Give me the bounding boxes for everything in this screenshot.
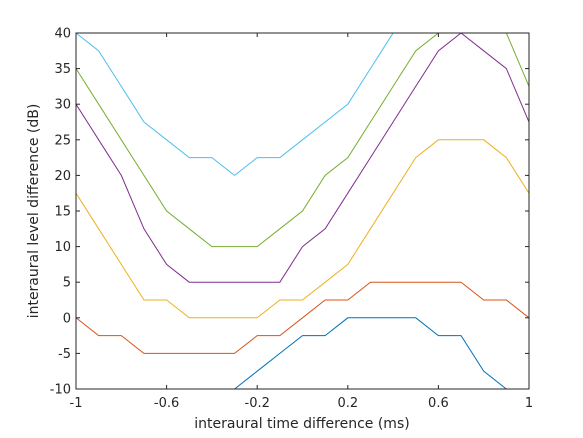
y-tick-label: 20 bbox=[54, 169, 71, 184]
y-tick-label: 15 bbox=[54, 205, 71, 220]
x-tick-label: 1 bbox=[525, 396, 533, 411]
series-line-6 bbox=[76, 33, 529, 177]
y-tick-label: 0 bbox=[63, 311, 71, 326]
x-tick-label: -1 bbox=[70, 396, 83, 411]
series-layer bbox=[76, 33, 529, 389]
x-axis-label: interaural time difference (ms) bbox=[194, 416, 409, 432]
x-tick-label: 0.6 bbox=[428, 396, 449, 411]
series-line-5 bbox=[76, 33, 529, 248]
x-tick-label: -0.2 bbox=[245, 396, 270, 411]
y-tick-label: 25 bbox=[54, 133, 71, 148]
y-tick-label: 35 bbox=[54, 62, 71, 77]
x-axis-ticks: -1 -0.6 -0.2 0.2 0.6 1 bbox=[70, 33, 533, 411]
x-tick-label: 0.2 bbox=[337, 396, 358, 411]
y-tick-label: -10 bbox=[50, 383, 71, 398]
series-line-3 bbox=[76, 139, 529, 319]
y-tick-label: 30 bbox=[54, 98, 71, 113]
x-tick-label: -0.6 bbox=[154, 396, 179, 411]
y-tick-label: -5 bbox=[58, 347, 71, 362]
series-line-2 bbox=[76, 281, 529, 354]
y-axis-ticks: -10 -5 0 5 10 15 20 25 30 35 40 bbox=[50, 27, 529, 398]
y-axis-label: interaural level difference (dB) bbox=[26, 104, 42, 319]
y-tick-label: 40 bbox=[54, 27, 71, 42]
series-line-4 bbox=[76, 33, 529, 283]
series-line-1 bbox=[76, 317, 508, 389]
y-tick-label: 10 bbox=[54, 240, 71, 255]
y-tick-label: 5 bbox=[63, 276, 71, 291]
